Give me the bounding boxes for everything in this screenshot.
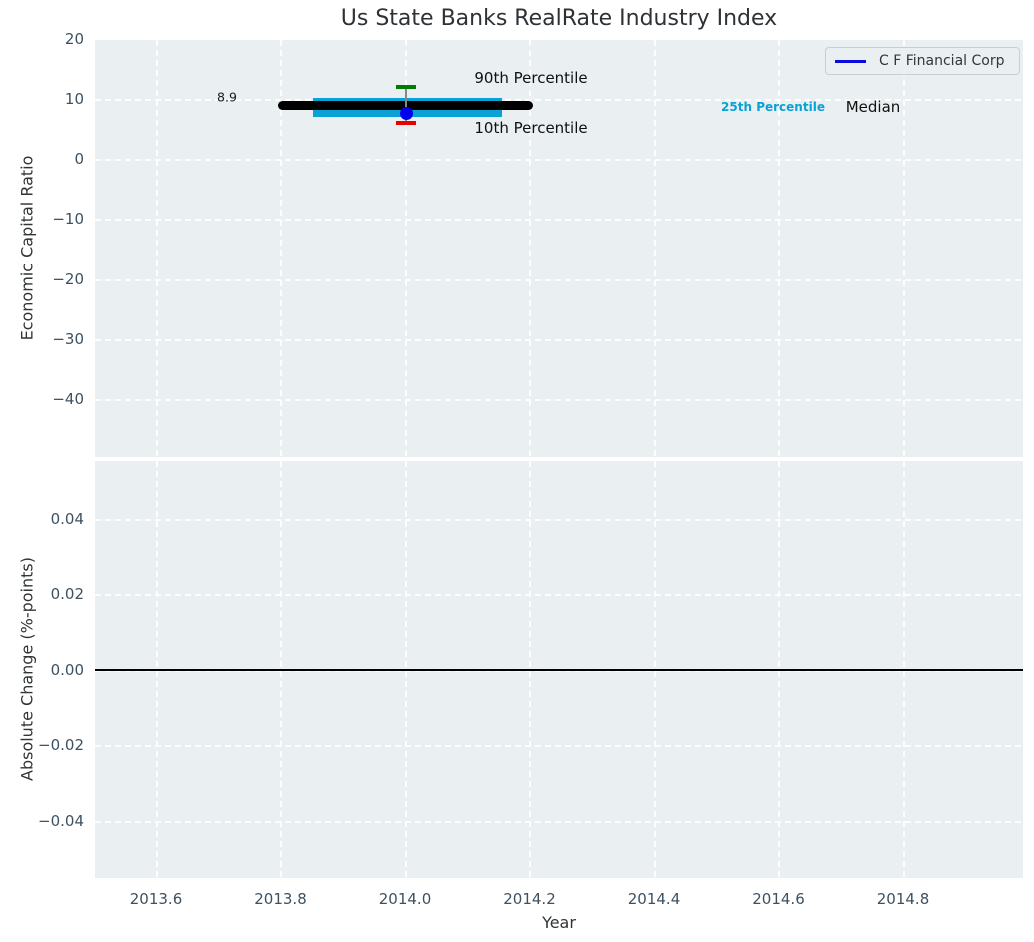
y-tick: −10	[52, 209, 84, 228]
p25-annotation: 25th Percentile	[721, 100, 825, 114]
p90-annotation: 90th Percentile	[474, 69, 588, 87]
x-tick: 2014.4	[627, 890, 681, 908]
x-tick: 2014.6	[752, 890, 805, 908]
y-tick: 10	[64, 89, 84, 108]
median-annotation: Median	[845, 98, 901, 116]
y-tick: −20	[52, 269, 84, 288]
y-tick: −0.04	[38, 811, 84, 830]
bottom-y-axis-label: Absolute Change (%-points)	[17, 557, 37, 781]
gridline	[95, 218, 1023, 221]
x-tick: 2013.8	[254, 890, 307, 908]
gridline	[95, 158, 1023, 161]
bottom-plot-area	[95, 461, 1023, 878]
gridline	[95, 745, 1023, 747]
legend-line-sample	[835, 59, 866, 63]
y-tick: −30	[52, 329, 84, 348]
y-tick: 0.04	[50, 509, 84, 528]
gridline	[95, 594, 1023, 596]
top-plot-area: 8.9 90th Percentile 10th Percentile 25th…	[95, 40, 1023, 457]
gridline	[95, 669, 1023, 672]
gridline	[404, 40, 407, 457]
gridline	[902, 40, 905, 457]
gridline	[155, 40, 158, 457]
gridline	[95, 278, 1023, 281]
y-tick: 0.00	[50, 660, 84, 679]
chart-title: Us State Banks RealRate Industry Index	[340, 6, 778, 31]
x-tick: 2014.8	[876, 890, 930, 908]
gridline	[653, 40, 656, 457]
errorbar-stem	[405, 86, 407, 124]
gridline	[95, 338, 1023, 341]
y-tick: 0	[74, 149, 84, 168]
gridline	[529, 40, 531, 457]
gridline	[95, 820, 1023, 823]
company-data-point	[400, 106, 413, 120]
x-tick: 2013.6	[129, 890, 183, 908]
y-tick: 20	[64, 29, 84, 48]
x-axis-label: Year	[542, 913, 576, 932]
y-tick: −0.02	[38, 736, 84, 754]
legend: C F Financial Corp	[825, 47, 1020, 75]
median-value-label: 8.9	[217, 89, 237, 105]
y-tick: −40	[52, 389, 84, 408]
gridline	[778, 40, 780, 457]
x-tick: 2014.0	[378, 890, 432, 908]
top-y-axis-label: Economic Capital Ratio	[17, 155, 37, 341]
percentile10-cap	[396, 121, 416, 125]
gridline	[280, 40, 282, 457]
gridline	[95, 398, 1023, 401]
gridline	[95, 518, 1023, 521]
gridline	[95, 98, 1023, 101]
percentile90-cap	[396, 85, 416, 89]
legend-label: C F Financial Corp	[879, 53, 1005, 69]
y-tick: 0.02	[50, 585, 84, 603]
zero-change-line	[95, 668, 1023, 671]
x-tick: 2014.2	[503, 890, 556, 908]
p10-annotation: 10th Percentile	[474, 119, 588, 137]
